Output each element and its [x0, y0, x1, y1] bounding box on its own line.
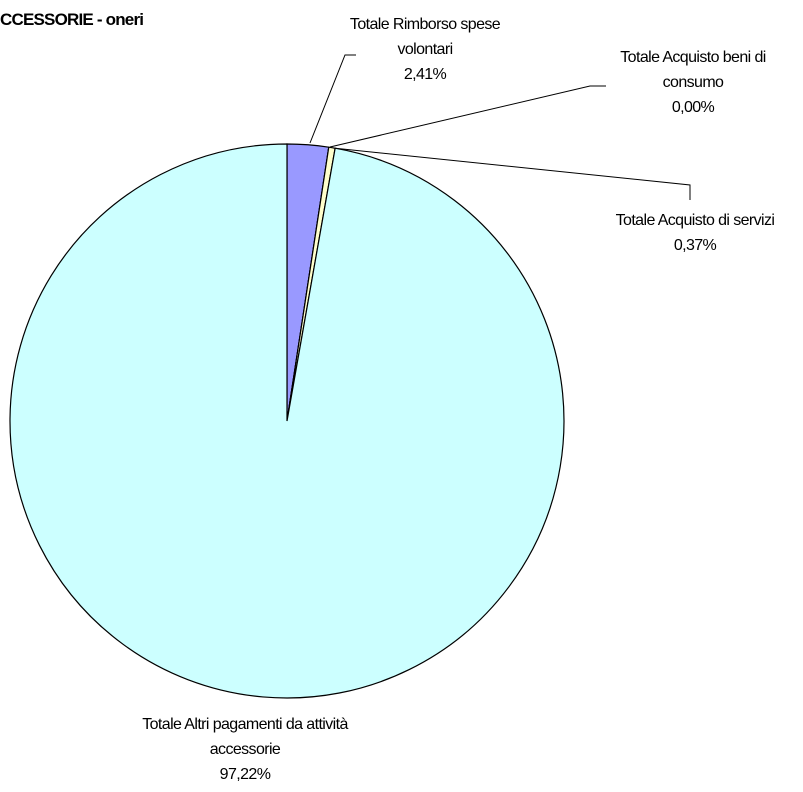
slice-label: Totale Rimborso spese volontari 2,41% [345, 12, 505, 87]
pie-slice [9, 143, 565, 699]
slices [9, 143, 565, 699]
slice-label: Totale Altri pagamenti da attività acces… [130, 712, 360, 787]
slice-value: 97,22% [219, 766, 271, 783]
slice-name: Totale Acquisto beni di consumo [620, 49, 766, 91]
slice-name: Totale Rimborso spese volontari [349, 16, 501, 58]
slice-name: Totale Acquisto di servizi [615, 212, 775, 229]
slice-label: Totale Acquisto beni di consumo 0,00% [608, 45, 778, 120]
leader-line [309, 54, 356, 144]
slice-value: 0,37% [673, 237, 717, 254]
slice-value: 2,41% [403, 66, 447, 83]
slice-value: 0,00% [671, 99, 715, 116]
leader-line [329, 85, 606, 148]
chart-title: CCESSORIE - oneri [0, 10, 144, 29]
leader-line [332, 147, 691, 200]
slice-label: Totale Acquisto di servizi 0,37% [610, 208, 780, 258]
slice-name: Totale Altri pagamenti da attività acces… [142, 716, 348, 758]
leader-lines [309, 54, 691, 200]
